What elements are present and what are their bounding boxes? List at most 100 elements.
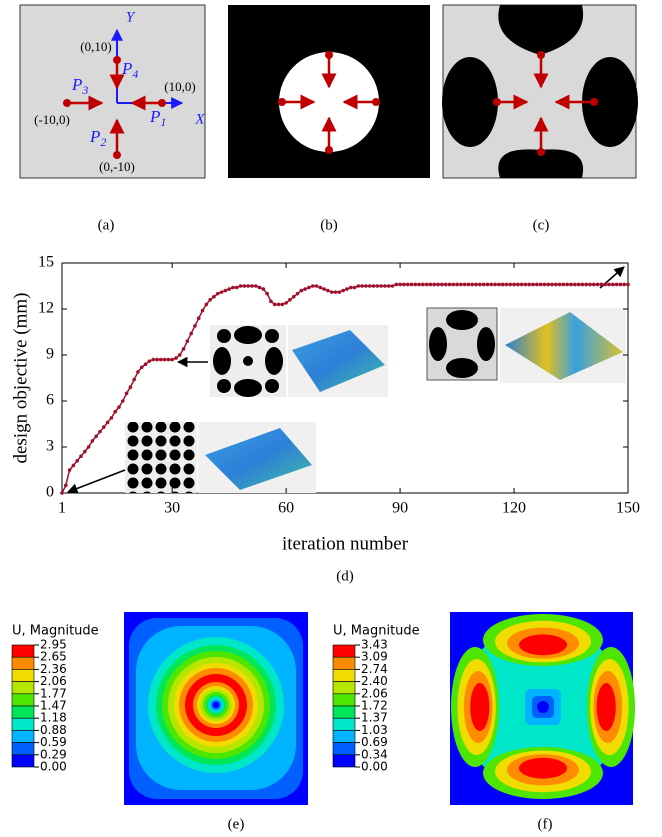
inset-low <box>125 422 316 493</box>
data-point <box>394 283 398 287</box>
data-point <box>413 283 417 287</box>
data-point <box>356 284 360 288</box>
data-point <box>83 450 87 454</box>
data-point <box>581 283 585 287</box>
data-point <box>463 283 467 287</box>
data-point <box>516 283 520 287</box>
legend-swatch <box>12 645 34 657</box>
data-point <box>125 392 129 396</box>
data-point <box>368 284 372 288</box>
data-point <box>231 286 235 290</box>
data-point <box>269 300 273 304</box>
y-tick-label: 0 <box>46 484 54 501</box>
data-point <box>508 283 512 287</box>
point-subscript: 4 <box>132 67 138 81</box>
band <box>519 634 567 655</box>
band <box>213 702 219 708</box>
x-tick-label: 60 <box>278 500 294 517</box>
inset-mid <box>210 325 388 397</box>
load-point <box>63 99 71 107</box>
legend-swatch <box>12 755 34 767</box>
data-point <box>326 289 330 293</box>
data-point <box>243 284 247 288</box>
data-point <box>353 286 357 290</box>
data-point <box>254 284 258 288</box>
data-point <box>322 287 326 291</box>
data-point <box>611 283 615 287</box>
point-letter: P <box>71 75 82 94</box>
panel-label: (d) <box>336 568 354 584</box>
data-point <box>455 283 459 287</box>
data-point <box>421 283 425 287</box>
x-tick-label: 90 <box>392 500 408 517</box>
data-point <box>87 445 91 449</box>
data-point <box>129 385 133 389</box>
inset-high <box>427 308 626 383</box>
data-point <box>444 283 448 287</box>
data-point <box>467 283 471 287</box>
contour-f <box>450 612 635 805</box>
data-point <box>94 434 98 438</box>
data-point <box>296 292 300 296</box>
point-coord: (-10,0) <box>34 112 70 127</box>
data-point <box>174 356 178 360</box>
legend-swatch <box>12 743 34 755</box>
data-point <box>288 298 292 302</box>
data-point <box>182 347 186 351</box>
data-point <box>79 454 83 458</box>
data-point <box>539 283 543 287</box>
data-point <box>429 283 433 287</box>
data-point <box>205 303 209 307</box>
data-point <box>459 283 463 287</box>
load-point <box>113 151 121 159</box>
data-point <box>117 405 121 409</box>
data-point <box>303 287 307 291</box>
data-point <box>193 324 197 328</box>
data-point <box>372 284 376 288</box>
data-point <box>60 491 64 495</box>
data-point <box>307 286 311 290</box>
data-point <box>227 287 231 291</box>
panel-label: (c) <box>533 217 550 233</box>
page: { "panels": { "a": {"label": "(a)", "axi… <box>0 0 662 837</box>
data-point <box>163 358 167 362</box>
data-point <box>315 284 319 288</box>
point-subscript: 1 <box>160 115 166 129</box>
legend-swatch <box>333 706 355 718</box>
legend-swatch <box>333 694 355 706</box>
legend-swatch <box>12 730 34 742</box>
legend-swatch <box>333 669 355 681</box>
data-point <box>72 464 76 468</box>
data-point <box>562 283 566 287</box>
data-point <box>512 283 516 287</box>
data-point <box>197 316 201 320</box>
data-point <box>436 283 440 287</box>
legend-swatch <box>12 669 34 681</box>
data-point <box>489 283 493 287</box>
legend-swatch <box>333 645 355 657</box>
legend-swatch <box>12 706 34 718</box>
data-point <box>64 484 68 488</box>
data-point <box>167 358 171 362</box>
x-axis-label: iteration number <box>282 533 409 554</box>
data-point <box>113 410 117 414</box>
data-point <box>144 362 148 366</box>
legend-swatch <box>333 682 355 694</box>
data-point <box>151 358 155 362</box>
data-point <box>140 365 144 369</box>
data-point <box>170 358 174 362</box>
data-point <box>155 358 159 362</box>
data-point <box>201 309 205 313</box>
point-letter: P <box>89 127 100 146</box>
data-point <box>592 283 596 287</box>
legend-swatch <box>333 743 355 755</box>
data-point <box>482 283 486 287</box>
data-point <box>622 283 626 287</box>
data-point <box>189 332 193 336</box>
data-point <box>603 283 607 287</box>
data-point <box>311 284 315 288</box>
legend-swatch <box>333 718 355 730</box>
data-point <box>148 359 152 363</box>
figure: (a) (b) (c) (d) (e) (f) iteration number… <box>0 0 662 837</box>
data-point <box>330 290 334 294</box>
